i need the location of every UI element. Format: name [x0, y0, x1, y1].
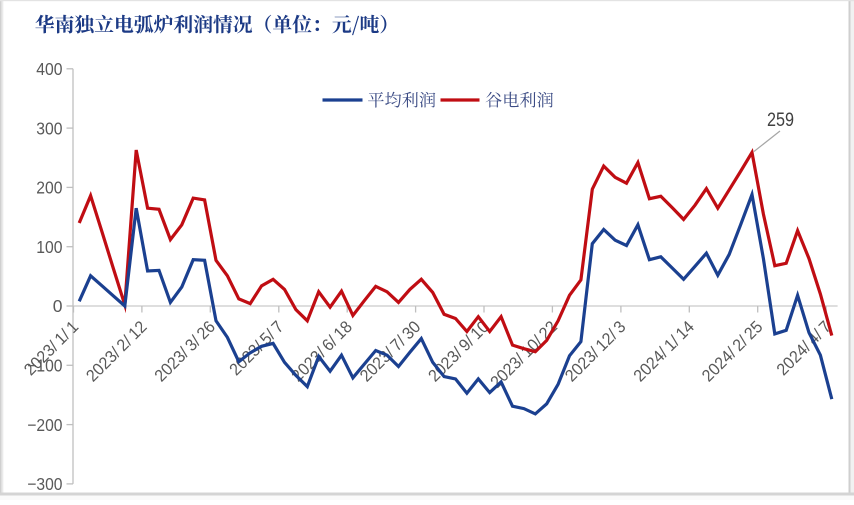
svg-text:400: 400: [36, 59, 62, 79]
svg-text:100: 100: [36, 237, 62, 257]
svg-text:259: 259: [767, 110, 794, 131]
svg-text:−200: −200: [27, 415, 62, 435]
svg-text:0: 0: [53, 296, 63, 316]
svg-text:200: 200: [36, 178, 62, 198]
svg-text:−300: −300: [27, 474, 62, 494]
svg-text:300: 300: [36, 118, 62, 138]
